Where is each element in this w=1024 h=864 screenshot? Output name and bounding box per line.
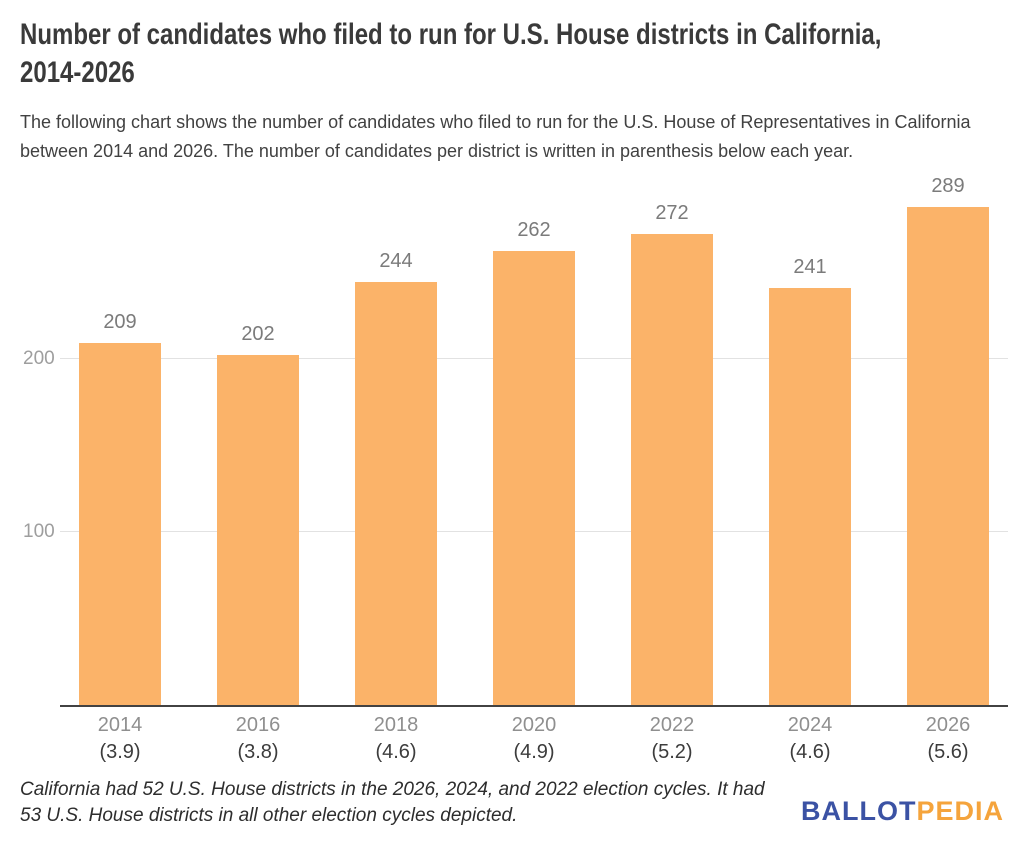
bar-group-2022: 272: [603, 175, 741, 705]
x-tick-year-label: 2020: [511, 714, 557, 736]
bar-value-label: 244: [379, 250, 413, 273]
page-title: Number of candidates who filed to run fo…: [20, 16, 881, 92]
footnote-line1: California had 52 U.S. House districts i…: [20, 779, 765, 800]
bars-container: 209 202 244 262 272 241 289: [51, 175, 1017, 705]
bar-chart: 100 200 209 202 244 262 272 241 289 2014 (3.9) 201…: [0, 175, 1024, 764]
page-title-line1: Number of candidates who filed to run fo…: [20, 18, 882, 51]
bar-2020: [493, 251, 575, 705]
x-tick-per-district-label: (5.2): [651, 741, 693, 763]
x-tick-year-label: 2022: [649, 714, 695, 736]
plot-area: 100 200 209 202 244 262 272 241 289: [23, 175, 1017, 707]
logo-text-ballot: BALLOT: [800, 796, 917, 826]
x-tick-year-label: 2024: [787, 714, 833, 736]
bar-value-label: 262: [517, 219, 551, 242]
x-tick-2014: 2014 (3.9): [51, 714, 189, 764]
bar-group-2026: 289: [879, 175, 1017, 705]
bar-value-label: 209: [103, 311, 137, 334]
bar-group-2016: 202: [189, 175, 327, 705]
x-tick-year-label: 2014: [97, 714, 143, 736]
x-tick-2016: 2016 (3.8): [189, 714, 327, 764]
footer: California had 52 U.S. House districts i…: [0, 777, 1024, 829]
x-tick-2022: 2022 (5.2): [603, 714, 741, 764]
bar-2022: [631, 233, 713, 705]
bar-value-label: 289: [931, 175, 965, 197]
footnote: California had 52 U.S. House districts i…: [20, 777, 765, 829]
x-tick-per-district-label: (3.8): [237, 741, 279, 763]
x-tick-year-label: 2016: [235, 714, 281, 736]
x-tick-per-district-label: (4.6): [375, 741, 417, 763]
x-tick-per-district-label: (4.9): [513, 741, 555, 763]
bar-value-label: 272: [655, 201, 689, 224]
bar-2014: [79, 343, 161, 705]
x-tick-2026: 2026 (5.6): [879, 714, 1017, 764]
ballotpedia-logo: BALLOTPEDIA: [801, 796, 1004, 829]
x-tick-year-label: 2018: [373, 714, 419, 736]
bar-2026: [907, 207, 989, 705]
page-title-line2: 2014-2026: [20, 56, 135, 89]
logo-text-pedia: PEDIA: [916, 796, 1004, 826]
x-tick-2024: 2024 (4.6): [741, 714, 879, 764]
bar-group-2024: 241: [741, 175, 879, 705]
x-axis-labels: 2014 (3.9) 2016 (3.8) 2018 (4.6) 2020 (4.9) 2022…: [51, 714, 1017, 764]
bar-2016: [217, 355, 299, 705]
bar-group-2018: 244: [327, 175, 465, 705]
x-tick-2020: 2020 (4.9): [465, 714, 603, 764]
bar-value-label: 202: [241, 323, 275, 346]
x-axis-line: [60, 705, 1008, 707]
bar-group-2020: 262: [465, 175, 603, 705]
y-tick-label-100: 100: [23, 520, 55, 542]
x-tick-2018: 2018 (4.6): [327, 714, 465, 764]
x-tick-year-label: 2026: [925, 714, 971, 736]
chart-description: The following chart shows the number of …: [20, 112, 971, 161]
x-tick-per-district-label: (3.9): [99, 741, 141, 763]
header: Number of candidates who filed to run fo…: [0, 0, 1024, 166]
x-tick-per-district-label: (5.6): [927, 741, 969, 763]
bar-group-2014: 209: [51, 175, 189, 705]
footnote-line2: 53 U.S. House districts in all other ele…: [20, 805, 518, 826]
bar-2018: [355, 282, 437, 705]
bar-value-label: 241: [793, 255, 827, 278]
bar-2024: [769, 287, 851, 705]
y-tick-label-200: 200: [23, 347, 55, 369]
x-tick-per-district-label: (4.6): [789, 741, 831, 763]
